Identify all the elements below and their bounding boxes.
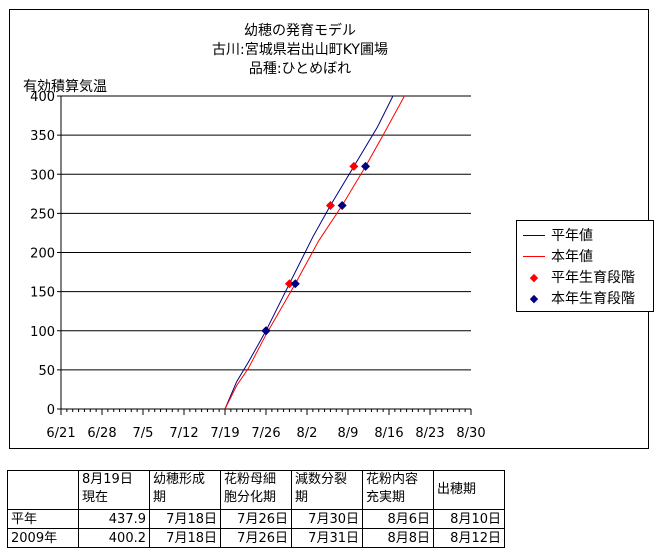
legend-item-current-stage: ◆ 本年生育段階	[523, 288, 635, 308]
legend-label: 平年生育段階	[551, 270, 635, 286]
table-header-cell: 減数分裂 期	[291, 470, 363, 510]
x-tick-label: 7/5	[133, 426, 154, 441]
table-cell: 7月30日	[291, 509, 363, 529]
table-cell: 400.2	[78, 528, 150, 548]
diamond-icon: ◆	[529, 291, 539, 305]
y-tick-label: 400	[30, 90, 55, 105]
table-header-cell: 幼穂形成 期	[149, 470, 221, 510]
x-tick-label: 6/28	[87, 426, 116, 441]
table-cell: 8月10日	[433, 509, 505, 529]
series-point-3	[361, 161, 371, 171]
x-tick-label: 7/12	[169, 426, 198, 441]
series-line-1	[224, 96, 406, 409]
legend-item-current-line: 本年値	[523, 246, 593, 266]
table-row-label: 平年	[7, 509, 79, 529]
y-tick-label: 350	[30, 129, 55, 144]
chart-area: 0 50 100 150 200 250 300 350 400 6/21 6/28 7/5 7/12 7…	[9, 9, 654, 449]
y-tick-label: 200	[30, 247, 55, 262]
series-line-0	[224, 96, 394, 409]
y-axis-label: 有効積算気温	[23, 79, 107, 95]
table-cell: 7月31日	[291, 528, 363, 548]
series-point-3	[290, 279, 300, 289]
legend-item-normal-line: 平年値	[523, 225, 593, 245]
x-tick-label: 8/16	[374, 426, 403, 441]
table-cell: 437.9	[78, 509, 150, 529]
legend-swatch	[523, 234, 545, 236]
x-tick-label: 7/19	[210, 426, 239, 441]
x-tick-label: 7/26	[251, 426, 280, 441]
x-tick-label: 8/30	[456, 426, 485, 441]
table-cell: 8月6日	[362, 509, 434, 529]
legend-item-normal-stage: ◆ 平年生育段階	[523, 267, 635, 287]
y-tick-label: 0	[47, 403, 55, 418]
y-tick-label: 250	[30, 207, 55, 222]
y-tick-label: 150	[30, 286, 55, 301]
table-row: 2009年 400.2 7月18日 7月26日 7月31日 8月8日 8月12日	[7, 528, 505, 548]
table-header-row: 8月19日 現在 幼穂形成 期 花粉母細 胞分化期 減数分裂 期 花粉内容 充実…	[7, 470, 505, 510]
chart-title-line-2: 古川:宮城県岩出山町KY圃場	[212, 42, 388, 58]
x-tick-label: 8/9	[338, 426, 359, 441]
table-header-cell: 花粉母細 胞分化期	[220, 470, 292, 510]
chart-title-line-3: 品種:ひとめぼれ	[248, 61, 352, 77]
legend-label: 本年生育段階	[551, 291, 635, 307]
series-point-3	[261, 326, 271, 336]
table-cell: 7月18日	[149, 528, 221, 548]
series-point-2	[325, 201, 335, 211]
x-tick-label: 8/2	[297, 426, 318, 441]
legend: 平年値 本年値 ◆ 平年生育段階 ◆ 本年生育段階	[516, 220, 654, 312]
growth-stage-table: 8月19日 現在 幼穂形成 期 花粉母細 胞分化期 減数分裂 期 花粉内容 充実…	[7, 470, 505, 548]
table-header-cell: 出穂期	[433, 470, 505, 510]
y-tick-label: 300	[30, 168, 55, 183]
diamond-icon: ◆	[529, 270, 539, 284]
legend-label: 平年値	[551, 228, 593, 244]
table-cell: 7月18日	[149, 509, 221, 529]
table-header-cell: 8月19日 現在	[78, 470, 150, 510]
series-point-2	[349, 161, 359, 171]
table-cell: 7月26日	[220, 509, 292, 529]
table-header-cell	[7, 470, 79, 510]
table-header-cell: 花粉内容 充実期	[362, 470, 434, 510]
table-cell: 8月12日	[433, 528, 505, 548]
x-tick-label: 8/23	[415, 426, 444, 441]
x-tick-label: 6/21	[46, 426, 75, 441]
table-cell: 8月8日	[362, 528, 434, 548]
legend-swatch	[523, 255, 545, 257]
table-row: 平年 437.9 7月18日 7月26日 7月30日 8月6日 8月10日	[7, 509, 505, 529]
chart-title-line-1: 幼穂の発育モデル	[244, 23, 356, 39]
series-point-3	[337, 201, 347, 211]
table-cell: 7月26日	[220, 528, 292, 548]
legend-label: 本年値	[551, 249, 593, 265]
table-row-label: 2009年	[7, 528, 79, 548]
y-tick-label: 100	[30, 325, 55, 340]
y-tick-label: 50	[38, 364, 55, 379]
chart-plot: 0 50 100 150 200 250 300 350 400 6/21 6/28 7/5 7/12 7…	[30, 90, 485, 441]
series-point-2	[284, 279, 294, 289]
